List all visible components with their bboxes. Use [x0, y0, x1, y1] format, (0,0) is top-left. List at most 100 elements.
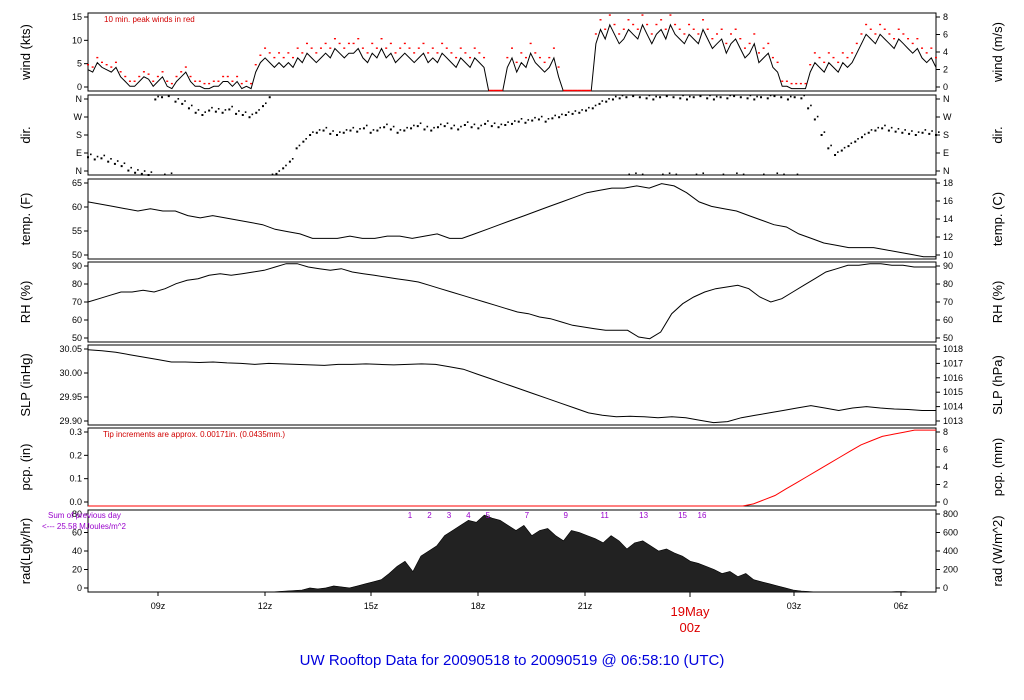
- point-wind-peak: [161, 71, 164, 73]
- point-dir: [668, 172, 671, 175]
- point-dir: [423, 128, 426, 131]
- point-wind-peak: [753, 33, 756, 35]
- ytick-label-right-dir: S: [943, 130, 949, 140]
- ylabel-right-rad: rad (W/m^2): [990, 515, 1005, 586]
- xtick-label: 15z: [364, 601, 379, 611]
- point-dir: [733, 95, 736, 98]
- ytick-label-right-rh: 50: [943, 333, 953, 343]
- point-wind-peak: [799, 82, 802, 85]
- point-wind-peak: [278, 52, 281, 54]
- point-wind-peak: [767, 42, 770, 45]
- point-dir: [780, 96, 783, 99]
- point-dir: [389, 128, 392, 131]
- point-dir: [383, 126, 386, 129]
- ytick-label-right-rad: 800: [943, 509, 958, 519]
- rad-marker: 13: [639, 511, 648, 520]
- rad-marker: 5: [486, 511, 491, 520]
- point-dir: [722, 173, 725, 176]
- point-dir: [739, 96, 742, 99]
- xtick-label: 18z: [471, 601, 486, 611]
- point-dir: [652, 98, 655, 101]
- ytick-label-left-pcp: 0.1: [69, 474, 82, 484]
- point-dir: [830, 144, 832, 147]
- point-wind-peak: [636, 28, 639, 30]
- ylabel-left-slp: SLP (inHg): [18, 353, 33, 416]
- ytick-label-right-pcp: 6: [943, 445, 948, 455]
- point-wind-peak: [87, 64, 89, 66]
- point-wind-peak: [413, 52, 416, 54]
- point-dir: [547, 118, 550, 120]
- point-wind-peak: [757, 52, 760, 54]
- point-dir: [921, 131, 924, 134]
- ytick-label-right-rh: 80: [943, 279, 953, 289]
- point-dir: [446, 122, 449, 125]
- point-wind-peak: [315, 52, 318, 54]
- point-dir: [322, 129, 325, 132]
- point-wind-peak: [771, 56, 774, 59]
- point-dir: [241, 114, 244, 116]
- point-dir: [264, 102, 267, 105]
- point-dir: [285, 164, 287, 167]
- point-dir: [413, 124, 415, 127]
- series-line-wind-mean: [87, 23, 937, 92]
- point-wind-peak: [268, 52, 271, 54]
- xtick-label: 09z: [151, 601, 166, 611]
- point-dir: [268, 96, 271, 99]
- point-wind-peak: [273, 56, 276, 59]
- point-wind-peak: [646, 23, 649, 26]
- ytick-label-right-dir: N: [943, 94, 950, 104]
- point-dir: [504, 124, 507, 126]
- point-dir: [917, 131, 920, 133]
- ytick-label-right-wind: 2: [943, 65, 948, 75]
- point-wind-peak: [170, 82, 173, 85]
- point-wind-peak: [893, 38, 896, 40]
- point-dir: [164, 173, 166, 176]
- point-dir: [90, 153, 92, 156]
- point-dir: [938, 131, 940, 133]
- point-wind-peak: [888, 33, 891, 35]
- point-dir: [315, 131, 318, 134]
- point-dir: [860, 136, 863, 139]
- ytick-label-right-rad: 0: [943, 583, 948, 593]
- point-wind-peak: [166, 80, 169, 82]
- point-wind-peak: [907, 38, 910, 40]
- point-wind-peak: [142, 71, 145, 73]
- ylabel-right-pcp: pcp. (mm): [990, 438, 1005, 497]
- point-dir: [439, 123, 442, 126]
- point-wind-peak: [389, 42, 392, 45]
- point-wind-peak: [776, 61, 779, 64]
- point-dir: [450, 127, 453, 130]
- point-dir: [110, 158, 112, 160]
- point-dir: [419, 122, 422, 125]
- ytick-label-left-rad: 40: [72, 546, 82, 556]
- point-dir: [618, 97, 621, 100]
- point-wind-peak: [506, 56, 509, 59]
- ytick-label-left-slp: 29.90: [59, 416, 82, 426]
- point-wind-peak: [552, 47, 555, 49]
- annotation-wind: 10 min. peak winds in red: [104, 15, 195, 24]
- point-dir: [217, 108, 220, 110]
- ytick-label-left-temp: 65: [72, 178, 82, 188]
- point-dir: [756, 95, 758, 98]
- point-dir: [699, 95, 702, 98]
- point-dir: [924, 129, 927, 131]
- point-wind-peak: [855, 42, 858, 45]
- point-wind-peak: [823, 61, 826, 64]
- point-wind-peak: [478, 52, 481, 54]
- point-dir: [325, 126, 328, 129]
- point-wind-peak: [515, 61, 518, 64]
- point-dir: [793, 96, 796, 99]
- point-dir: [742, 173, 745, 176]
- point-dir: [688, 95, 691, 98]
- point-dir: [190, 104, 193, 107]
- point-wind-peak: [841, 52, 844, 54]
- ytick-label-right-temp: 10: [943, 250, 953, 260]
- point-dir: [457, 128, 460, 131]
- ytick-label-right-rad: 600: [943, 528, 958, 538]
- point-dir: [574, 110, 577, 112]
- point-dir: [460, 125, 462, 128]
- ytick-label-left-rad: 20: [72, 565, 82, 575]
- point-dir: [749, 94, 752, 97]
- ylabel-left-rh: RH (%): [18, 281, 33, 324]
- point-dir: [392, 125, 395, 128]
